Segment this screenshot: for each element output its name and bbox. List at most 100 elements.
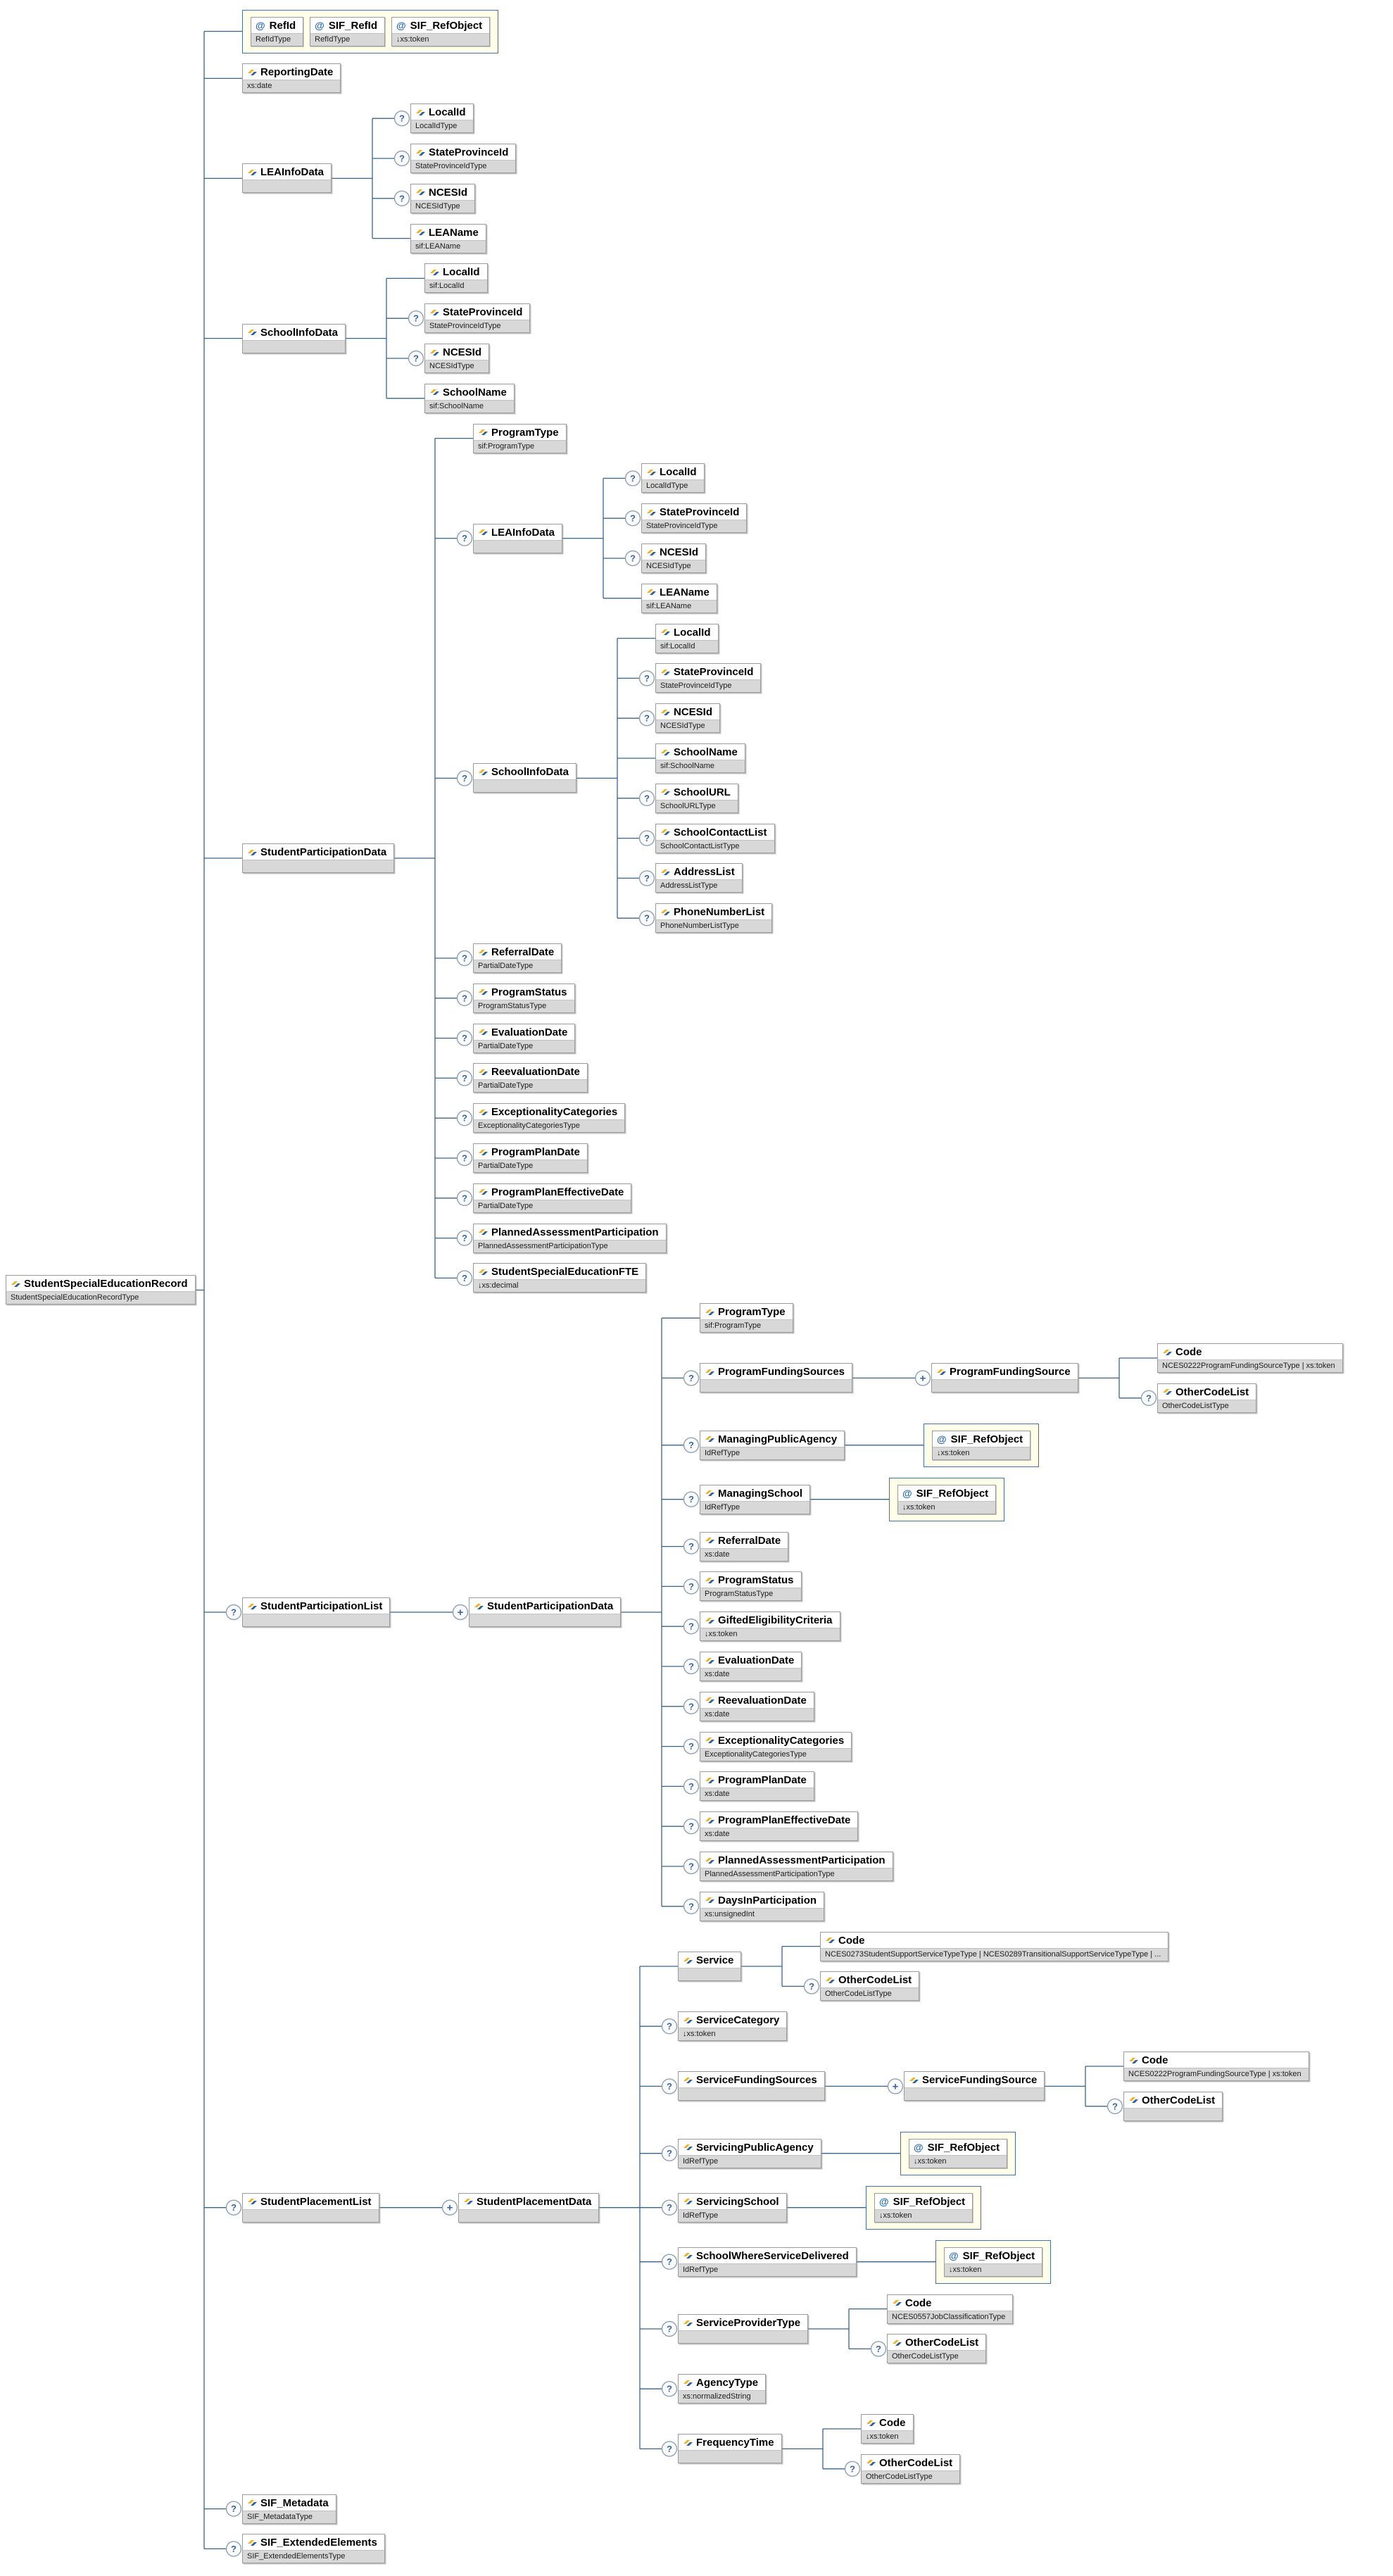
element-box-addresslist[interactable]: AddressList AddressListType (655, 863, 743, 893)
element-box-phonenumberlist[interactable]: PhoneNumberList PhoneNumberListType (655, 903, 773, 934)
element-box-programstatus[interactable]: ProgramStatus ProgramStatusType (473, 983, 575, 1013)
element-box-ncesid[interactable]: NCESId NCESIdType (655, 703, 721, 734)
element-box-reportingdate[interactable]: ReportingDate xs:date (242, 63, 341, 94)
element-box-programfundingsources[interactable]: ProgramFundingSources (700, 1363, 853, 1393)
box-title-row: ServiceFundingSource (904, 2072, 1044, 2087)
element-box-exceptionalitycategories[interactable]: ExceptionalityCategories ExceptionalityCa… (473, 1103, 626, 1133)
element-box-reevaluationdate[interactable]: ReevaluationDate PartialDateType (473, 1063, 588, 1093)
element-box-programtype[interactable]: ProgramType sif:ProgramType (473, 423, 567, 453)
element-box-othercodelist[interactable]: OtherCodeList (1123, 2091, 1223, 2121)
element-box-schoolinfodata[interactable]: SchoolInfoData (473, 763, 577, 793)
element-box-studentparticipationdata[interactable]: StudentParticipationData (469, 1597, 622, 1627)
element-box-programplandate[interactable]: ProgramPlanDate xs:date (700, 1771, 814, 1802)
element-icon (705, 1817, 714, 1823)
element-box-schoolinfodata[interactable]: SchoolInfoData (242, 323, 346, 353)
element-box-code[interactable]: Code ↓xs:token (861, 2414, 914, 2444)
element-name: ReevaluationDate (491, 1066, 580, 1079)
element-box-schoolname[interactable]: SchoolName sif:SchoolName (424, 383, 515, 413)
element-box-reevaluationdate[interactable]: ReevaluationDate xs:date (700, 1691, 814, 1721)
element-box-code[interactable]: Code NCES0273StudentSupportServiceTypeTyp… (820, 1931, 1169, 1961)
element-box-sif-extendedelements[interactable]: SIF_ExtendedElements SIF_ExtendedElements… (242, 2534, 385, 2564)
element-box-leaname[interactable]: LEAName sif:LEAName (641, 583, 717, 613)
element-box-leainfodata[interactable]: LEAInfoData (473, 523, 562, 553)
element-box-plannedassessmentparticipation[interactable]: PlannedAssessmentParticipation PlannedAss… (473, 1223, 667, 1253)
attribute-box-sif-refobject[interactable]: @ SIF_RefObject ↓xs:token (932, 1430, 1031, 1460)
element-box-stateprovinceid[interactable]: StateProvinceId StateProvinceIdType (410, 144, 517, 173)
element-box-serviceprovidertype[interactable]: ServiceProviderType (678, 2314, 809, 2344)
element-box-agencytype[interactable]: AgencyType xs:normalizedString (678, 2374, 767, 2404)
element-box-servicecategory[interactable]: ServiceCategory ↓xs:token (678, 2011, 788, 2042)
element-box-studentspecialeducationrecord[interactable]: StudentSpecialEducationRecord StudentSpec… (6, 1275, 196, 1305)
element-box-daysinparticipation[interactable]: DaysInParticipation xs:unsignedInt (700, 1891, 825, 1921)
element-box-plannedassessmentparticipation[interactable]: PlannedAssessmentParticipation PlannedAss… (700, 1852, 893, 1881)
element-box-programstatus[interactable]: ProgramStatus ProgramStatusType (700, 1571, 802, 1602)
svg-text:?: ? (688, 1440, 694, 1450)
attribute-box-sif-refobject[interactable]: @ SIF_RefObject ↓xs:token (944, 2247, 1043, 2277)
element-box-programplaneffectivedate[interactable]: ProgramPlanEffectiveDate xs:date (700, 1811, 859, 1842)
box-title-row: StudentParticipationData (469, 1598, 620, 1614)
element-box-schoolwhereservicedelivered[interactable]: SchoolWhereServiceDelivered IdRefType (678, 2247, 857, 2277)
element-box-studentparticipationlist[interactable]: StudentParticipationList (242, 1597, 391, 1627)
element-icon (893, 2339, 902, 2346)
element-box-programfundingsource[interactable]: ProgramFundingSource (931, 1363, 1078, 1393)
element-box-exceptionalitycategories[interactable]: ExceptionalityCategories ExceptionalityCa… (700, 1731, 852, 1761)
element-box-stateprovinceid[interactable]: StateProvinceId StateProvinceIdType (424, 303, 531, 334)
element-box-localid[interactable]: LocalId sif:LocalId (655, 623, 719, 653)
element-box-programplaneffectivedate[interactable]: ProgramPlanEffectiveDate PartialDateType (473, 1183, 632, 1213)
element-box-othercodelist[interactable]: OtherCodeList OtherCodeListType (1157, 1383, 1257, 1413)
element-box-studentparticipationdata[interactable]: StudentParticipationData (242, 843, 395, 873)
element-box-leaname[interactable]: LEAName sif:LEAName (410, 223, 486, 253)
element-box-referraldate[interactable]: ReferralDate PartialDateType (473, 943, 562, 973)
attribute-box-sif-refobject[interactable]: @ SIF_RefObject ↓xs:token (874, 2192, 973, 2223)
element-box-schoolcontactlist[interactable]: SchoolContactList SchoolContactListType (655, 823, 775, 853)
element-box-code[interactable]: Code NCES0222ProgramFundingSourceType | x… (1157, 1343, 1343, 1373)
element-box-evaluationdate[interactable]: EvaluationDate xs:date (700, 1652, 802, 1681)
element-box-servicingschool[interactable]: ServicingSchool IdRefType (678, 2192, 787, 2223)
box-title-row: Code (888, 2295, 1012, 2311)
element-box-frequencytime[interactable]: FrequencyTime (678, 2434, 782, 2464)
element-box-programplandate[interactable]: ProgramPlanDate PartialDateType (473, 1143, 588, 1173)
element-type: OtherCodeListType (888, 2350, 986, 2363)
element-box-studentplacementdata[interactable]: StudentPlacementData (458, 2192, 600, 2223)
element-box-othercodelist[interactable]: OtherCodeList OtherCodeListType (887, 2334, 987, 2364)
element-box-schoolname[interactable]: SchoolName sif:SchoolName (655, 743, 745, 773)
element-box-code[interactable]: Code NCES0222ProgramFundingSourceType | x… (1123, 2052, 1309, 2081)
element-box-leainfodata[interactable]: LEAInfoData (242, 163, 332, 194)
element-box-ncesid[interactable]: NCESId NCESIdType (424, 344, 490, 373)
element-box-othercodelist[interactable]: OtherCodeList OtherCodeListType (820, 1971, 920, 2002)
element-box-giftedeligibilitycriteria[interactable]: GiftedEligibilityCriteria ↓xs:token (700, 1611, 840, 1642)
attribute-icon: @ (949, 2250, 959, 2262)
element-box-servicefundingsources[interactable]: ServiceFundingSources (678, 2071, 825, 2101)
element-box-evaluationdate[interactable]: EvaluationDate PartialDateType (473, 1023, 576, 1053)
attribute-type: RefIdType (310, 32, 384, 46)
element-box-referraldate[interactable]: ReferralDate xs:date (700, 1531, 789, 1562)
element-box-stateprovinceid[interactable]: StateProvinceId StateProvinceIdType (655, 663, 762, 693)
element-icon (1163, 1389, 1172, 1395)
element-box-managingschool[interactable]: ManagingSchool IdRefType (700, 1484, 810, 1514)
attribute-box-sif-refid[interactable]: @ SIF_RefId RefIdType (310, 16, 385, 46)
element-box-code[interactable]: Code NCES0557JobClassificationType (887, 2294, 1014, 2324)
element-box-servicefundingsource[interactable]: ServiceFundingSource (904, 2071, 1045, 2101)
element-box-programtype[interactable]: ProgramType sif:ProgramType (700, 1303, 793, 1333)
attribute-box-sif-refobject[interactable]: @ SIF_RefObject ↓xs:token (391, 16, 491, 46)
element-box-sif-metadata[interactable]: SIF_Metadata SIF_MetadataType (242, 2494, 336, 2524)
element-box-localid[interactable]: LocalId sif:LocalId (424, 263, 488, 294)
element-box-servicingpublicagency[interactable]: ServicingPublicAgency IdRefType (678, 2138, 821, 2168)
element-box-stateprovinceid[interactable]: StateProvinceId StateProvinceIdType (641, 503, 748, 534)
element-box-studentspecialeducationfte[interactable]: StudentSpecialEducationFTE ↓xs:decimal (473, 1263, 647, 1293)
attribute-box-refid[interactable]: @ RefId RefIdType (251, 16, 304, 46)
element-box-ncesid[interactable]: NCESId NCESIdType (410, 183, 476, 213)
element-box-othercodelist[interactable]: OtherCodeList OtherCodeListType (861, 2454, 961, 2484)
element-box-studentplacementlist[interactable]: StudentPlacementList (242, 2192, 379, 2223)
element-box-service[interactable]: Service (678, 1952, 742, 1981)
element-box-managingpublicagency[interactable]: ManagingPublicAgency IdRefType (700, 1430, 845, 1460)
element-box-localid[interactable]: LocalId LocalIdType (410, 103, 474, 134)
element-box-schoolurl[interactable]: SchoolURL SchoolURLType (655, 783, 738, 813)
attribute-box-sif-refobject[interactable]: @ SIF_RefObject ↓xs:token (909, 2138, 1008, 2168)
element-box-localid[interactable]: LocalId LocalIdType (641, 463, 705, 494)
box-title-row: LocalId (411, 104, 473, 120)
attribute-box-sif-refobject[interactable]: @ SIF_RefObject ↓xs:token (897, 1484, 997, 1514)
element-icon (248, 1603, 257, 1609)
box-title-row: OtherCodeList (1124, 2092, 1222, 2108)
element-box-ncesid[interactable]: NCESId NCESIdType (641, 544, 707, 573)
